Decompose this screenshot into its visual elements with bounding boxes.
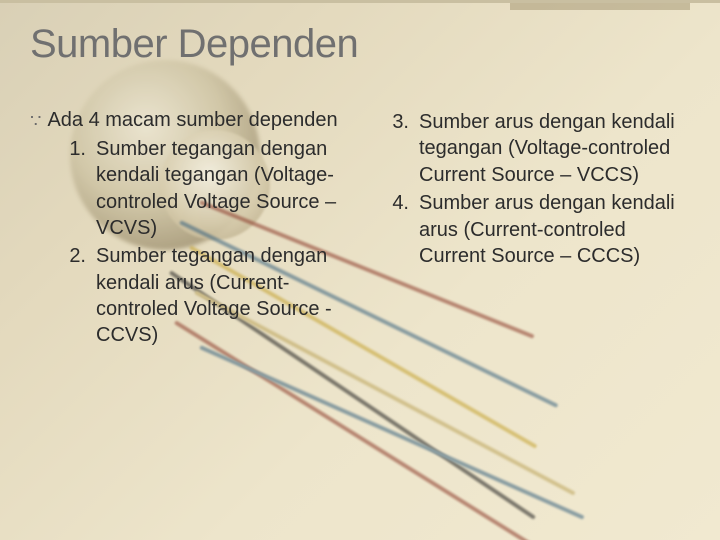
left-column: ∵ Ada 4 macam sumber dependen 1. Sumber … (30, 107, 347, 351)
list-number: 2. (64, 243, 86, 349)
list-item: 2. Sumber tegangan dengan kendali arus (… (64, 243, 347, 349)
list-text: Sumber tegangan dengan kendali tegangan … (96, 136, 347, 242)
right-list: 3. Sumber arus dengan kendali tegangan (… (387, 109, 690, 269)
slide-title: Sumber Dependen (30, 22, 690, 67)
intro-bullet: ∵ Ada 4 macam sumber dependen (30, 107, 347, 134)
list-number: 4. (387, 190, 409, 269)
list-number: 3. (387, 109, 409, 188)
list-item: 4. Sumber arus dengan kendali arus (Curr… (387, 190, 690, 269)
bullet-icon: ∵ (30, 110, 41, 134)
list-text: Sumber arus dengan kendali arus (Current… (419, 190, 690, 269)
list-item: 1. Sumber tegangan dengan kendali tegang… (64, 136, 347, 242)
list-item: 3. Sumber arus dengan kendali tegangan (… (387, 109, 690, 188)
left-list: 1. Sumber tegangan dengan kendali tegang… (64, 136, 347, 349)
content-columns: ∵ Ada 4 macam sumber dependen 1. Sumber … (30, 107, 690, 351)
list-text: Sumber tegangan dengan kendali arus (Cur… (96, 243, 347, 349)
list-number: 1. (64, 136, 86, 242)
right-column: 3. Sumber arus dengan kendali tegangan (… (373, 107, 690, 351)
intro-text: Ada 4 macam sumber dependen (47, 107, 337, 133)
list-text: Sumber arus dengan kendali tegangan (Vol… (419, 109, 690, 188)
slide-container: Sumber Dependen ∵ Ada 4 macam sumber dep… (0, 0, 720, 540)
